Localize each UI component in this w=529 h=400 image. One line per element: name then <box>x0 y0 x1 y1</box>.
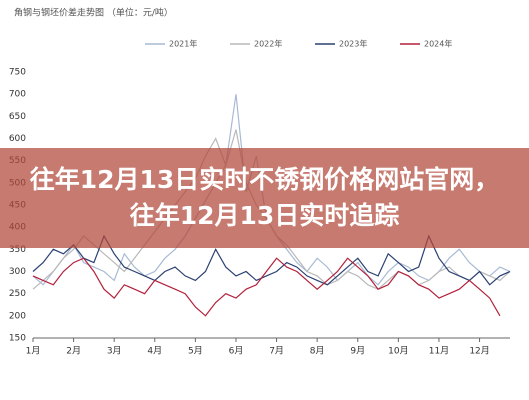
y-tick-label: 250 <box>9 289 26 299</box>
x-tick-label: 8月 <box>310 346 325 357</box>
y-tick-label: 600 <box>9 134 26 144</box>
chart-title: 角钢与钢坯价差走势图 （单位：元/吨） <box>14 7 173 19</box>
legend-label: 2022年 <box>254 39 282 49</box>
x-tick-label: 12月 <box>469 346 489 357</box>
x-tick-label: 10月 <box>388 346 408 357</box>
series-line <box>32 257 501 317</box>
x-tick-label: 1月 <box>26 346 41 357</box>
banner-text: 往年12月13日实时不锈钢价格网站官网，往年12月13日实时追踪 <box>29 165 500 230</box>
x-tick-label: 3月 <box>107 346 122 357</box>
x-tick-label: 4月 <box>147 346 162 357</box>
y-tick-label: 150 <box>9 334 26 344</box>
y-tick-label: 200 <box>9 311 26 321</box>
x-tick-label: 2月 <box>66 346 81 357</box>
x-tick-label: 9月 <box>350 346 365 357</box>
banner: 往年12月13日实时不锈钢价格网站官网，往年12月13日实时追踪 <box>0 148 529 248</box>
x-tick-label: 5月 <box>188 346 203 357</box>
y-tick-label: 300 <box>9 267 26 277</box>
y-tick-label: 650 <box>9 112 26 122</box>
x-tick-label: 11月 <box>429 346 449 357</box>
y-tick-label: 750 <box>9 68 26 78</box>
x-tick-label: 7月 <box>269 346 284 357</box>
y-tick-label: 350 <box>9 245 26 255</box>
x-tick-label: 6月 <box>229 346 244 357</box>
y-tick-label: 700 <box>9 90 26 100</box>
legend-label: 2023年 <box>339 39 367 49</box>
legend-label: 2024年 <box>424 39 452 49</box>
legend-label: 2021年 <box>169 39 197 49</box>
